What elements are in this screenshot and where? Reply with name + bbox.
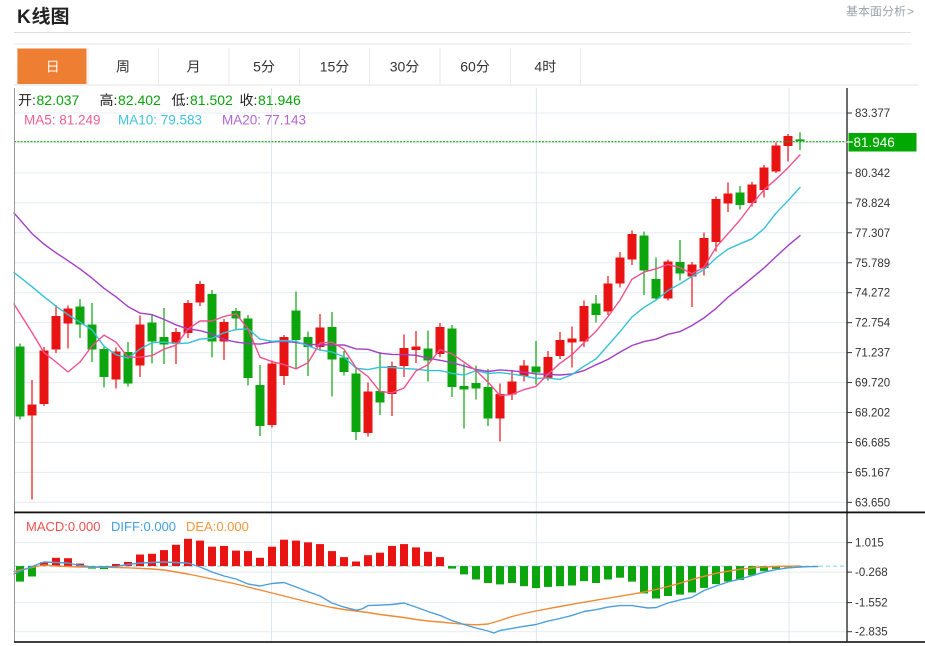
svg-text:77.307: 77.307 <box>855 228 890 240</box>
svg-text:80.342: 80.342 <box>855 168 890 180</box>
svg-text::: : <box>32 92 36 108</box>
svg-text:>: > <box>907 5 914 19</box>
svg-text:75.789: 75.789 <box>855 258 890 270</box>
svg-text:68.202: 68.202 <box>855 408 890 420</box>
svg-text:K: K <box>17 7 31 28</box>
svg-text:82.037: 82.037 <box>37 92 80 108</box>
svg-text:1.015: 1.015 <box>855 538 884 550</box>
svg-text:69.720: 69.720 <box>855 378 890 390</box>
svg-text:66.685: 66.685 <box>855 437 890 449</box>
svg-text:30: 30 <box>390 59 406 75</box>
svg-text::: : <box>114 92 118 108</box>
svg-text:DIFF:0.000: DIFF:0.000 <box>111 519 176 534</box>
svg-text:78.824: 78.824 <box>855 198 891 210</box>
svg-text:15: 15 <box>320 59 336 75</box>
svg-text:5: 5 <box>253 59 261 75</box>
svg-text:63.650: 63.650 <box>855 497 890 509</box>
svg-text:MA20: 77.143: MA20: 77.143 <box>222 113 306 128</box>
svg-text:MACD:0.000: MACD:0.000 <box>26 519 100 534</box>
svg-text:81.946: 81.946 <box>854 135 895 150</box>
svg-text:MA10: 79.583: MA10: 79.583 <box>118 113 202 128</box>
svg-text:82.402: 82.402 <box>118 92 161 108</box>
svg-text::: : <box>186 92 190 108</box>
svg-text:MA5: 81.249: MA5: 81.249 <box>24 113 101 128</box>
svg-text:72.754: 72.754 <box>855 318 891 330</box>
svg-text:81.502: 81.502 <box>190 92 233 108</box>
svg-text:74.272: 74.272 <box>855 288 890 300</box>
svg-text:-0.268: -0.268 <box>855 567 888 579</box>
svg-text:65.167: 65.167 <box>855 467 890 479</box>
svg-text:-2.835: -2.835 <box>855 627 888 639</box>
svg-text::: : <box>254 92 258 108</box>
svg-text:71.237: 71.237 <box>855 348 890 360</box>
svg-text:81.946: 81.946 <box>258 92 301 108</box>
svg-text:DEA:0.000: DEA:0.000 <box>186 519 249 534</box>
svg-text:-1.552: -1.552 <box>855 598 888 610</box>
svg-text:83.377: 83.377 <box>855 108 890 120</box>
svg-text:4: 4 <box>534 59 542 75</box>
svg-text:60: 60 <box>460 59 476 75</box>
